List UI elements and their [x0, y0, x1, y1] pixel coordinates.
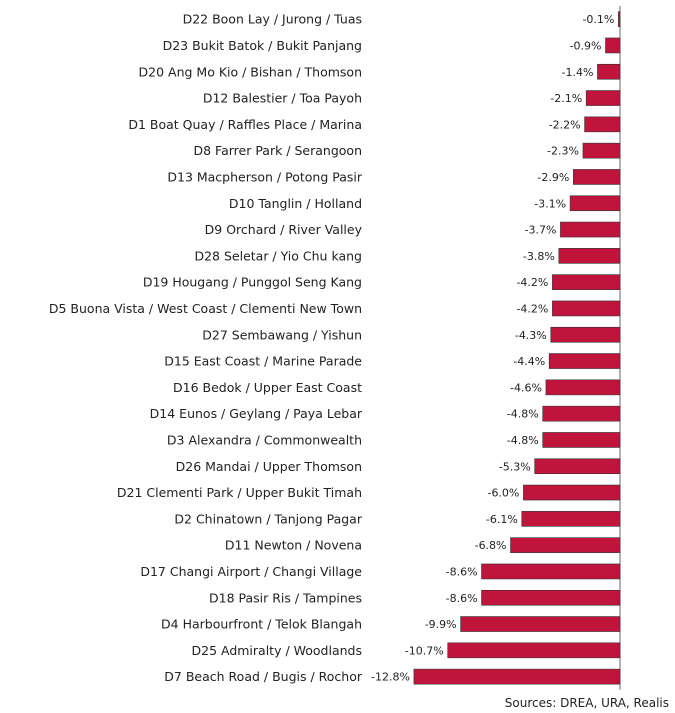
category-label: D1 Boat Quay / Raffles Place / Marina: [128, 117, 362, 132]
bar: [569, 195, 621, 212]
category-label: D4 Harbourfront / Telok Blangah: [161, 617, 362, 632]
bar: [481, 589, 621, 606]
bar: [413, 668, 621, 685]
value-label: -2.3%: [547, 145, 579, 158]
value-label: -12.8%: [371, 671, 410, 684]
bar: [548, 353, 621, 369]
category-label: D27 Sembawang / Yishun: [202, 327, 362, 342]
bar: [618, 11, 621, 27]
value-label: -6.1%: [486, 513, 518, 526]
category-label: D20 Ang Mo Kio / Bishan / Thomson: [139, 64, 362, 79]
category-label: D11 Newton / Novena: [225, 538, 362, 553]
bar: [534, 458, 621, 475]
value-label: -4.2%: [516, 302, 548, 315]
category-label: D28 Seletar / Yio Chu kang: [194, 248, 362, 263]
bar: [552, 300, 621, 317]
value-label: -4.2%: [516, 276, 548, 289]
bar: [542, 432, 621, 448]
category-label: D21 Clementi Park / Upper Bukit Timah: [117, 485, 362, 500]
bar: [523, 484, 621, 501]
category-label: D25 Admiralty / Woodlands: [191, 643, 362, 658]
category-label: D19 Hougang / Punggol Seng Kang: [143, 275, 362, 290]
bar: [560, 221, 621, 238]
category-label: D2 Chinatown / Tanjong Pagar: [174, 511, 362, 526]
bar: [558, 248, 621, 264]
value-label: -0.9%: [570, 39, 602, 52]
bar: [552, 274, 621, 290]
category-label: D16 Bedok / Upper East Coast: [173, 380, 362, 395]
category-label: D26 Mandai / Upper Thomson: [176, 459, 362, 474]
value-label: -4.8%: [507, 408, 539, 421]
value-label: -3.8%: [523, 250, 555, 263]
category-label: D14 Eunos / Geylang / Paya Lebar: [150, 406, 363, 421]
value-label: -0.1%: [582, 13, 614, 26]
category-label: D12 Balestier / Toa Payoh: [203, 91, 362, 106]
value-label: -4.4%: [513, 355, 545, 368]
bar: [582, 142, 621, 159]
bar: [573, 169, 621, 185]
category-label: D3 Alexandra / Commonwealth: [167, 432, 362, 447]
category-label: D10 Tanglin / Holland: [229, 196, 362, 211]
value-label: -9.9%: [425, 618, 457, 631]
bar: [510, 537, 621, 553]
bar: [447, 642, 621, 659]
value-label: -8.6%: [446, 592, 478, 605]
bar: [597, 63, 621, 80]
value-label: -10.7%: [405, 644, 444, 657]
category-label: D7 Beach Road / Bugis / Rochor: [164, 669, 363, 684]
value-label: -4.6%: [510, 381, 542, 394]
value-label: -3.1%: [534, 197, 566, 210]
category-label: D5 Buona Vista / West Coast / Clementi N…: [49, 301, 362, 316]
bar: [460, 616, 621, 632]
category-label: D15 East Coast / Marine Parade: [164, 354, 362, 369]
category-label: D8 Farrer Park / Serangoon: [193, 143, 362, 158]
bar: [542, 405, 621, 422]
category-label: D17 Changi Airport / Changi Village: [140, 564, 362, 579]
value-label: -1.4%: [562, 66, 594, 79]
category-label: D18 Pasir Ris / Tampines: [209, 590, 362, 605]
value-label: -4.8%: [507, 434, 539, 447]
bar: [545, 379, 621, 396]
bar: [521, 511, 621, 527]
bar: [585, 90, 621, 106]
bar: [584, 116, 621, 133]
value-label: -2.2%: [549, 118, 581, 131]
value-label: -2.1%: [550, 92, 582, 105]
category-label: D9 Orchard / River Valley: [205, 222, 363, 237]
value-label: -5.3%: [499, 460, 531, 473]
value-label: -3.7%: [525, 224, 557, 237]
value-label: -4.3%: [515, 329, 547, 342]
bar: [605, 37, 621, 54]
value-label: -8.6%: [446, 565, 478, 578]
value-label: -6.8%: [475, 539, 507, 552]
category-label: D22 Boon Lay / Jurong / Tuas: [183, 12, 362, 27]
value-label: -6.0%: [487, 487, 519, 500]
category-label: D13 Macpherson / Potong Pasir: [167, 169, 362, 184]
category-label: D23 Bukit Batok / Bukit Panjang: [163, 38, 362, 53]
source-note: Sources: DREA, URA, Realis: [504, 696, 669, 710]
bar: [550, 326, 621, 343]
value-label: -2.9%: [537, 171, 569, 184]
bar: [481, 563, 621, 580]
